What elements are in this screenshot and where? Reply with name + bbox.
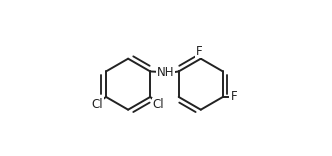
Text: F: F	[196, 45, 203, 58]
Text: F: F	[231, 90, 238, 103]
Text: Cl: Cl	[91, 98, 103, 111]
Text: NH: NH	[157, 66, 174, 79]
Text: Cl: Cl	[152, 98, 164, 111]
